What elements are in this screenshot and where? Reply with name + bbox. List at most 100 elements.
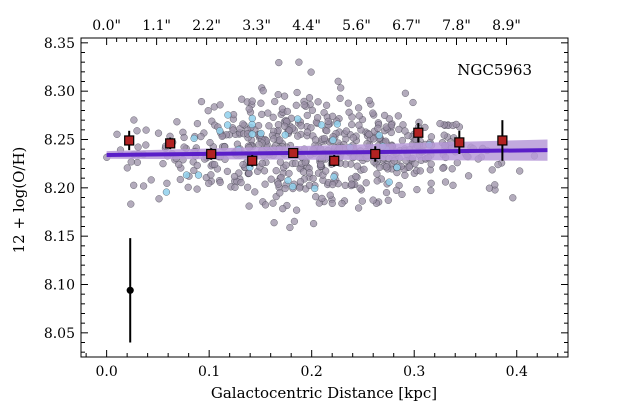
spaxel-point [427, 133, 436, 141]
spaxel-point [354, 204, 363, 212]
spaxel-point [355, 121, 363, 129]
spaxel-point [229, 126, 237, 134]
spaxel-point [326, 191, 334, 199]
spaxel-point [134, 143, 142, 151]
spaxel-point [223, 167, 232, 176]
y-tick-label: 8.05 [44, 326, 75, 342]
highlight-spaxel-point [248, 130, 256, 138]
spaxel-point [197, 97, 206, 106]
top-tick-label: 5.6" [342, 18, 371, 34]
spaxel-point [269, 113, 277, 121]
spaxel-point [130, 116, 138, 124]
spaxel-point [382, 188, 391, 197]
typical-error-point [126, 286, 134, 294]
spaxel-point [294, 132, 302, 140]
spaxel-point [269, 199, 277, 207]
highlight-spaxel-point [385, 178, 393, 186]
x-tick-label: 0.0 [95, 364, 117, 380]
spaxel-point [311, 136, 320, 144]
spaxel-point [155, 195, 163, 203]
spaxel-point [394, 112, 402, 120]
binned-point [454, 137, 465, 148]
spaxel-point [441, 178, 450, 186]
spaxel-point [133, 127, 141, 135]
spaxel-point [270, 135, 278, 143]
spaxel-point [373, 177, 381, 185]
spaxel-point [239, 120, 247, 128]
spaxel-point [127, 158, 135, 166]
spaxel-point [291, 159, 300, 168]
spaxel-point [274, 90, 282, 99]
spaxel-point [516, 167, 524, 175]
spaxel-point [449, 181, 457, 189]
x-axis-ticks: 0.0 0.1 0.2 0.3 0.4 [85, 350, 559, 380]
spaxel-point [257, 99, 265, 107]
spaxel-point [491, 181, 499, 189]
spaxel-point [305, 181, 314, 189]
spaxel-point [283, 107, 292, 116]
spaxel-point [399, 121, 407, 129]
highlight-spaxel-point [393, 163, 401, 172]
spaxel-point [258, 159, 266, 167]
spaxel-point [336, 94, 344, 103]
highlight-spaxel-point [257, 129, 265, 138]
spaxel-point [258, 110, 266, 119]
spaxel-point [193, 161, 201, 170]
spaxel-point [448, 165, 456, 173]
spaxel-point [193, 119, 202, 128]
spaxel-point [416, 167, 424, 175]
spaxel-point [230, 172, 239, 181]
spaxel-point [292, 206, 301, 214]
spaxel-point [369, 109, 377, 117]
spaxel-point [413, 185, 421, 194]
spaxel-point [356, 184, 364, 192]
spaxel-point [142, 126, 150, 134]
spaxel-point [207, 171, 215, 179]
y-tick-label: 8.10 [44, 278, 75, 294]
spaxel-point [190, 166, 198, 175]
spaxel-point [307, 68, 315, 76]
top-tick-label: 1.1" [142, 18, 171, 34]
spaxel-point [305, 169, 314, 177]
spaxel-point [380, 111, 389, 120]
galaxy-name-label: NGC5963 [457, 61, 532, 79]
x-tick-label: 0.1 [198, 364, 220, 380]
spaxel-point [274, 121, 283, 129]
spaxel-point [275, 58, 283, 67]
spaxel-point [267, 175, 275, 183]
spaxel-point [292, 101, 300, 109]
spaxel-point [509, 194, 517, 202]
spaxel-point [362, 179, 370, 187]
spaxel-point [248, 97, 256, 105]
spaxel-point [353, 162, 361, 170]
spaxel-point [216, 178, 224, 187]
spaxel-point [405, 163, 413, 171]
spaxel-point [176, 175, 184, 184]
highlight-spaxel-point [317, 121, 326, 129]
spaxel-point [374, 124, 382, 132]
spaxel-point [285, 126, 293, 134]
spaxel-point [281, 184, 289, 193]
spaxel-point [276, 189, 284, 197]
spaxel-point [175, 160, 183, 169]
top-tick-label: 2.2" [192, 18, 221, 34]
binned-point [247, 155, 258, 166]
spaxel-point [286, 223, 294, 232]
spaxel-point [280, 122, 289, 130]
highlight-spaxel-point [329, 136, 337, 144]
spaxel-point [127, 200, 135, 208]
spaxel-point [147, 176, 155, 184]
highlight-spaxel-point [330, 173, 338, 181]
spaxel-point [231, 183, 239, 191]
top-tick-label: 6.7" [392, 18, 421, 34]
highlight-spaxel-point [375, 131, 383, 139]
binned-point [206, 148, 217, 160]
spaxel-point [317, 160, 325, 169]
y-tick-label: 8.30 [44, 84, 75, 100]
highlight-spaxel-point [162, 188, 171, 196]
spaxel-point [365, 96, 373, 105]
x-axis-label: Galactocentric Distance [kpc] [211, 384, 437, 402]
spaxel-point [210, 160, 219, 169]
fit-line-segment [106, 148, 548, 157]
binned-point [288, 147, 299, 159]
